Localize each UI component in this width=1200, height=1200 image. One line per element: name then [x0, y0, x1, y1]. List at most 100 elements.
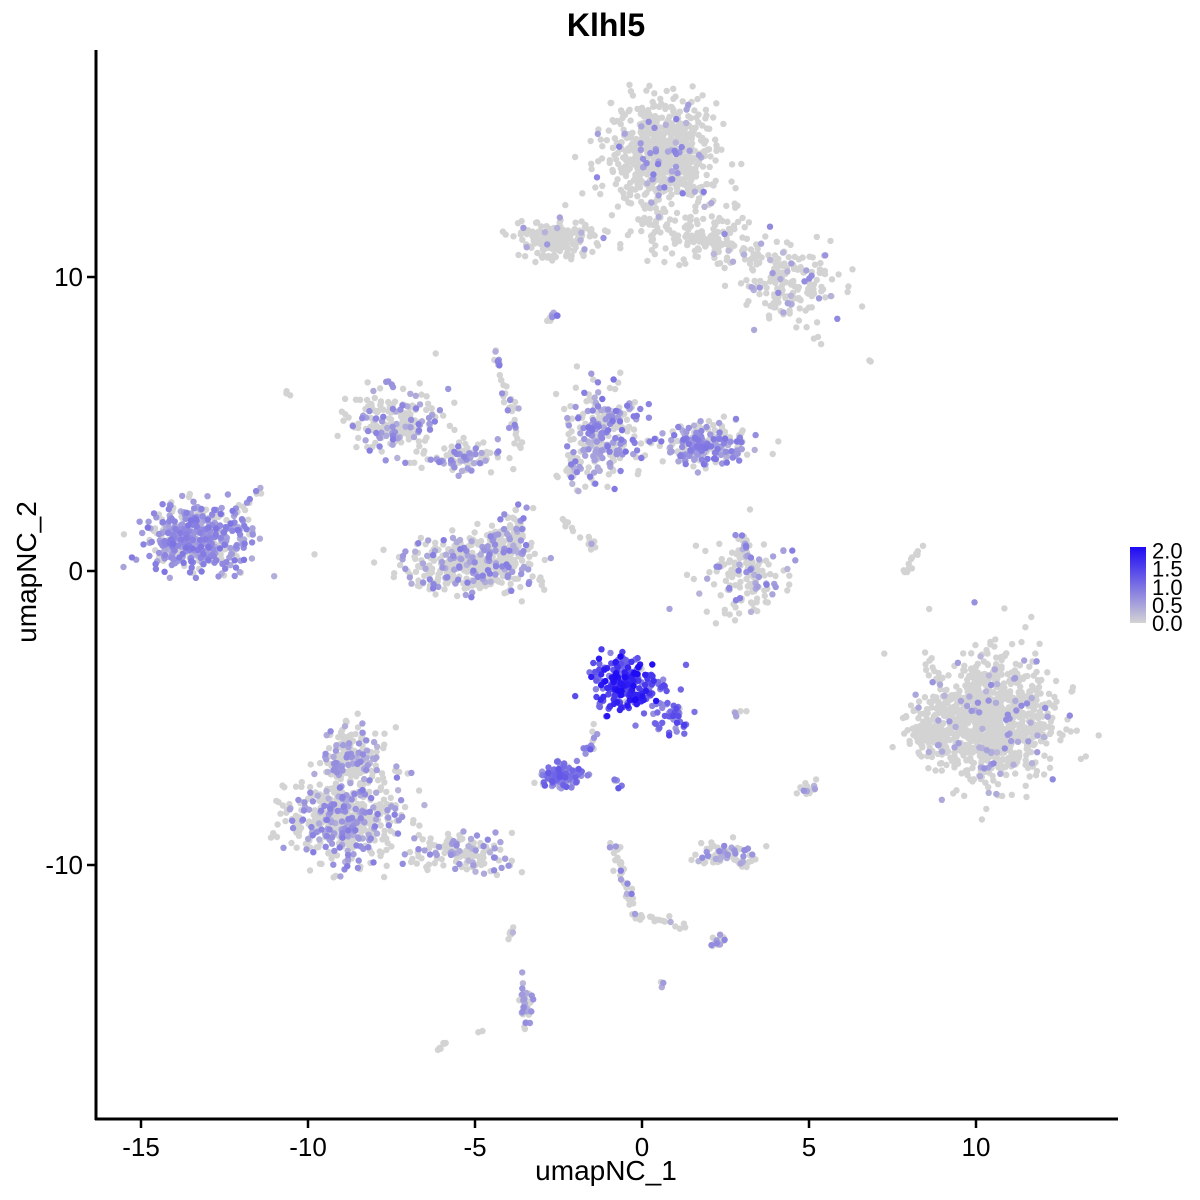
- cell-point: [556, 219, 563, 226]
- cell-point: [1011, 674, 1019, 682]
- cell-point: [809, 254, 816, 261]
- cell-point: [440, 862, 447, 869]
- cell-point: [683, 224, 691, 231]
- cell-point: [678, 180, 685, 187]
- cell-point: [422, 565, 429, 572]
- cell-point: [370, 559, 378, 566]
- cell-point: [698, 839, 705, 847]
- cell-point: [541, 229, 549, 236]
- cell-point: [762, 233, 769, 240]
- cell-point: [638, 227, 645, 235]
- cell-point: [646, 221, 653, 228]
- cell-point: [468, 467, 475, 474]
- cell-point: [737, 578, 744, 586]
- cell-point: [410, 433, 418, 441]
- cell-point: [373, 748, 380, 755]
- cell-point: [432, 539, 439, 546]
- cell-point: [575, 487, 582, 495]
- cell-point: [655, 169, 662, 176]
- cell-point: [679, 98, 686, 105]
- cell-point: [380, 873, 388, 881]
- cell-point: [376, 848, 383, 855]
- cell-point: [734, 218, 742, 225]
- cell-point: [668, 250, 676, 257]
- cell-point: [929, 664, 936, 671]
- cell-point: [989, 716, 996, 723]
- cell-point: [666, 913, 673, 920]
- chart-title: Klhl5: [567, 7, 645, 43]
- cell-point: [1026, 688, 1033, 695]
- cell-point: [510, 542, 517, 549]
- cell-point: [338, 818, 346, 825]
- cell-point: [1046, 755, 1054, 762]
- cell-point: [1028, 760, 1036, 767]
- cell-point: [397, 797, 405, 804]
- cell-point: [604, 483, 611, 490]
- cell-point: [1016, 662, 1024, 669]
- cell-point: [998, 704, 1006, 712]
- cell-point: [500, 525, 508, 533]
- cell-point: [638, 198, 645, 206]
- cell-point: [467, 835, 475, 843]
- cell-point: [396, 561, 404, 569]
- cell-point: [987, 737, 994, 745]
- cell-point: [993, 790, 1000, 798]
- cell-point: [218, 504, 225, 512]
- cell-point: [623, 169, 630, 176]
- cell-point: [473, 832, 481, 839]
- cell-point: [1095, 732, 1102, 739]
- cell-point: [797, 297, 804, 304]
- cell-point: [1017, 728, 1024, 736]
- cell-point: [699, 163, 707, 170]
- cell-point: [973, 737, 981, 745]
- cell-point: [968, 685, 976, 692]
- cell-point: [271, 573, 278, 580]
- cell-point: [374, 409, 381, 416]
- cell-point: [445, 385, 452, 393]
- cell-point: [738, 160, 745, 168]
- cell-point: [332, 780, 340, 787]
- cell-point: [382, 457, 389, 464]
- cell-point: [779, 270, 786, 277]
- cell-point: [511, 575, 518, 582]
- cell-point: [325, 795, 332, 802]
- cell-point: [458, 555, 465, 563]
- cell-point: [387, 794, 394, 801]
- cell-point: [732, 204, 739, 211]
- cell-point: [643, 87, 650, 94]
- cell-point: [499, 572, 507, 580]
- cell-point: [657, 229, 664, 236]
- cell-point: [784, 565, 791, 573]
- cell-point: [694, 469, 702, 476]
- cell-point: [418, 391, 425, 398]
- cell-point: [468, 538, 475, 545]
- cell-point: [572, 219, 579, 226]
- cell-point: [267, 834, 275, 841]
- cell-point: [519, 985, 526, 992]
- cell-point: [407, 390, 414, 397]
- cell-point: [1046, 764, 1054, 771]
- cell-point: [711, 427, 718, 434]
- cell-point: [345, 414, 352, 421]
- cell-point: [145, 518, 152, 525]
- cell-point: [662, 105, 669, 113]
- cell-point: [731, 617, 739, 624]
- cell-point: [492, 348, 499, 355]
- cell-point: [306, 867, 314, 874]
- cell-point: [505, 424, 513, 432]
- cell-point: [940, 712, 948, 719]
- cell-point: [726, 559, 733, 566]
- cell-point: [280, 844, 287, 851]
- cell-point: [345, 733, 353, 740]
- cell-point: [120, 563, 127, 571]
- cell-point: [352, 805, 359, 813]
- cell-point: [1026, 663, 1033, 670]
- cell-point: [610, 867, 617, 874]
- cell-point: [687, 114, 695, 122]
- cell-point: [492, 547, 499, 554]
- cell-point: [292, 783, 300, 790]
- cell-point: [648, 237, 655, 244]
- cell-point: [510, 233, 517, 240]
- cell-point: [988, 722, 995, 729]
- cell-point: [311, 807, 318, 814]
